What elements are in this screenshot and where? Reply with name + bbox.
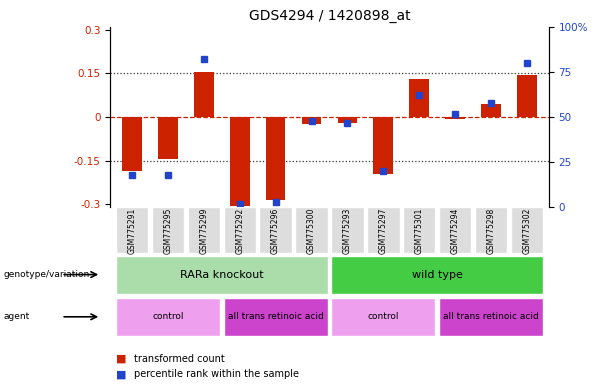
FancyBboxPatch shape — [259, 207, 292, 253]
Text: GSM775291: GSM775291 — [128, 207, 137, 253]
Bar — [446, 117, 465, 119]
FancyBboxPatch shape — [151, 207, 184, 253]
Text: control: control — [152, 312, 183, 321]
Bar — [265, 117, 286, 200]
Text: agent: agent — [3, 312, 29, 321]
Bar — [517, 75, 537, 117]
Text: all trans retinoic acid: all trans retinoic acid — [227, 312, 324, 321]
Text: GSM775298: GSM775298 — [487, 207, 496, 253]
Bar — [230, 117, 249, 206]
FancyBboxPatch shape — [403, 207, 435, 253]
FancyBboxPatch shape — [475, 207, 508, 253]
Text: percentile rank within the sample: percentile rank within the sample — [134, 369, 299, 379]
Bar — [122, 117, 142, 171]
FancyBboxPatch shape — [116, 256, 328, 293]
Text: genotype/variation: genotype/variation — [3, 270, 89, 279]
FancyBboxPatch shape — [224, 298, 328, 336]
Text: GSM775293: GSM775293 — [343, 207, 352, 253]
Bar — [373, 117, 394, 174]
Text: GSM775292: GSM775292 — [235, 207, 244, 253]
FancyBboxPatch shape — [188, 207, 220, 253]
Text: GSM775295: GSM775295 — [163, 207, 172, 253]
FancyBboxPatch shape — [116, 298, 220, 336]
Text: wild type: wild type — [412, 270, 463, 280]
Text: GSM775294: GSM775294 — [451, 207, 460, 253]
Bar — [302, 117, 321, 124]
Text: ■: ■ — [116, 369, 127, 379]
FancyBboxPatch shape — [511, 207, 543, 253]
Text: RARa knockout: RARa knockout — [180, 270, 264, 280]
Bar — [194, 72, 213, 117]
FancyBboxPatch shape — [331, 256, 543, 293]
Text: all trans retinoic acid: all trans retinoic acid — [443, 312, 539, 321]
Bar — [409, 79, 429, 117]
Text: transformed count: transformed count — [134, 354, 224, 364]
FancyBboxPatch shape — [224, 207, 256, 253]
FancyBboxPatch shape — [439, 207, 471, 253]
Text: GSM775296: GSM775296 — [271, 207, 280, 253]
Text: GSM775302: GSM775302 — [522, 207, 531, 253]
Text: GSM775300: GSM775300 — [307, 207, 316, 254]
FancyBboxPatch shape — [439, 298, 543, 336]
Text: GSM775297: GSM775297 — [379, 207, 388, 253]
Text: control: control — [368, 312, 399, 321]
FancyBboxPatch shape — [116, 207, 148, 253]
Bar — [481, 104, 501, 117]
FancyBboxPatch shape — [295, 207, 328, 253]
Title: GDS4294 / 1420898_at: GDS4294 / 1420898_at — [249, 9, 410, 23]
FancyBboxPatch shape — [331, 298, 435, 336]
Text: ■: ■ — [116, 354, 127, 364]
FancyBboxPatch shape — [367, 207, 400, 253]
Text: GSM775301: GSM775301 — [415, 207, 424, 253]
Bar — [338, 117, 357, 123]
Bar — [158, 117, 178, 159]
Text: GSM775299: GSM775299 — [199, 207, 208, 253]
FancyBboxPatch shape — [331, 207, 364, 253]
